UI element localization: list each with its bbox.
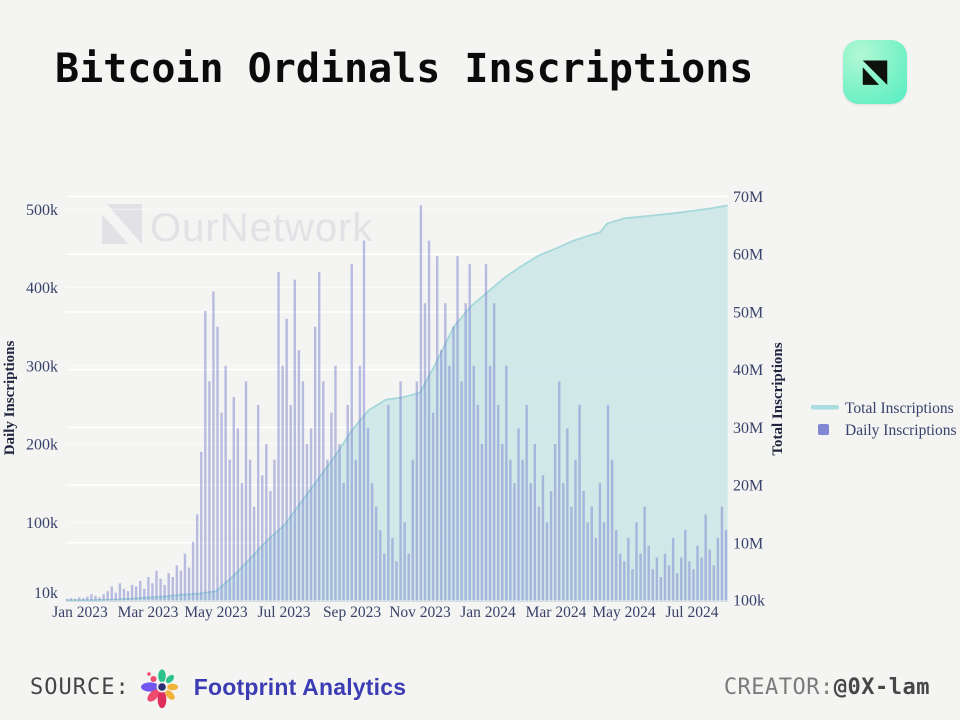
creator-handle: @0X-lam — [833, 674, 930, 700]
svg-text:Nov 2023: Nov 2023 — [389, 604, 451, 621]
right-axis-title: Total Inscriptions — [770, 342, 786, 455]
svg-text:May 2023: May 2023 — [184, 604, 248, 621]
svg-text:Jan 2023: Jan 2023 — [52, 604, 108, 621]
svg-text:Jan 2024: Jan 2024 — [460, 604, 516, 621]
svg-text:10M: 10M — [733, 535, 763, 552]
footer: SOURCE: Footprint Analytics CREATOR:@0X-… — [0, 654, 960, 720]
creator-label: CREATOR: — [723, 674, 834, 700]
legend-swatch-daily — [818, 424, 829, 435]
ournetwork-n-icon — [862, 60, 888, 85]
svg-text:20M: 20M — [733, 478, 763, 495]
creator-attribution: CREATOR:@0X-lam — [724, 675, 930, 700]
legend-swatch-total — [811, 405, 839, 410]
svg-text:500k: 500k — [26, 202, 58, 219]
daily-inscriptions-bars — [65, 205, 728, 601]
svg-text:10k: 10k — [34, 585, 58, 602]
svg-text:100k: 100k — [733, 592, 765, 609]
svg-text:Jul 2024: Jul 2024 — [666, 604, 719, 621]
page-title: Bitcoin Ordinals Inscriptions — [55, 46, 754, 92]
svg-text:30M: 30M — [733, 420, 763, 437]
source-name: Footprint Analytics — [193, 673, 407, 700]
svg-text:400k: 400k — [26, 280, 58, 297]
ournetwork-logo — [843, 40, 907, 104]
x-axis-tick-labels: Jan 2023 Mar 2023 May 2023 Jul 2023 Sep 2023… — [52, 604, 719, 621]
svg-text:200k: 200k — [26, 437, 58, 454]
legend: Total Inscriptions Daily Inscriptions — [811, 400, 957, 439]
svg-text:40M: 40M — [733, 362, 763, 379]
source-label: SOURCE: — [30, 674, 130, 700]
legend-label-daily: Daily Inscriptions — [845, 422, 957, 439]
svg-text:100k: 100k — [26, 515, 58, 532]
total-inscriptions-area — [66, 205, 728, 601]
source-attribution: SOURCE: Footprint Analytics — [30, 664, 406, 710]
svg-text:Mar 2024: Mar 2024 — [526, 604, 587, 621]
left-axis-tick-labels: 500k 400k 300k 200k 100k 10k — [26, 202, 58, 602]
svg-text:Jul 2023: Jul 2023 — [258, 604, 311, 621]
ournetwork-watermark: OurNetwork — [102, 204, 373, 250]
footprint-analytics-icon — [140, 669, 178, 709]
svg-text:50M: 50M — [733, 304, 763, 321]
svg-text:OurNetwork: OurNetwork — [150, 206, 373, 250]
svg-text:70M: 70M — [733, 189, 763, 206]
svg-text:May 2024: May 2024 — [592, 604, 656, 621]
left-axis-title: Daily Inscriptions — [2, 341, 18, 456]
svg-text:Mar 2023: Mar 2023 — [118, 604, 179, 621]
legend-label-total: Total Inscriptions — [845, 400, 954, 417]
right-axis-tick-labels: 70M 60M 50M 40M 30M 20M 10M 100k — [733, 189, 765, 609]
svg-text:60M: 60M — [733, 247, 763, 264]
total-inscriptions-line — [66, 204, 728, 602]
svg-text:Sep 2023: Sep 2023 — [323, 604, 381, 621]
svg-text:300k: 300k — [26, 358, 58, 375]
